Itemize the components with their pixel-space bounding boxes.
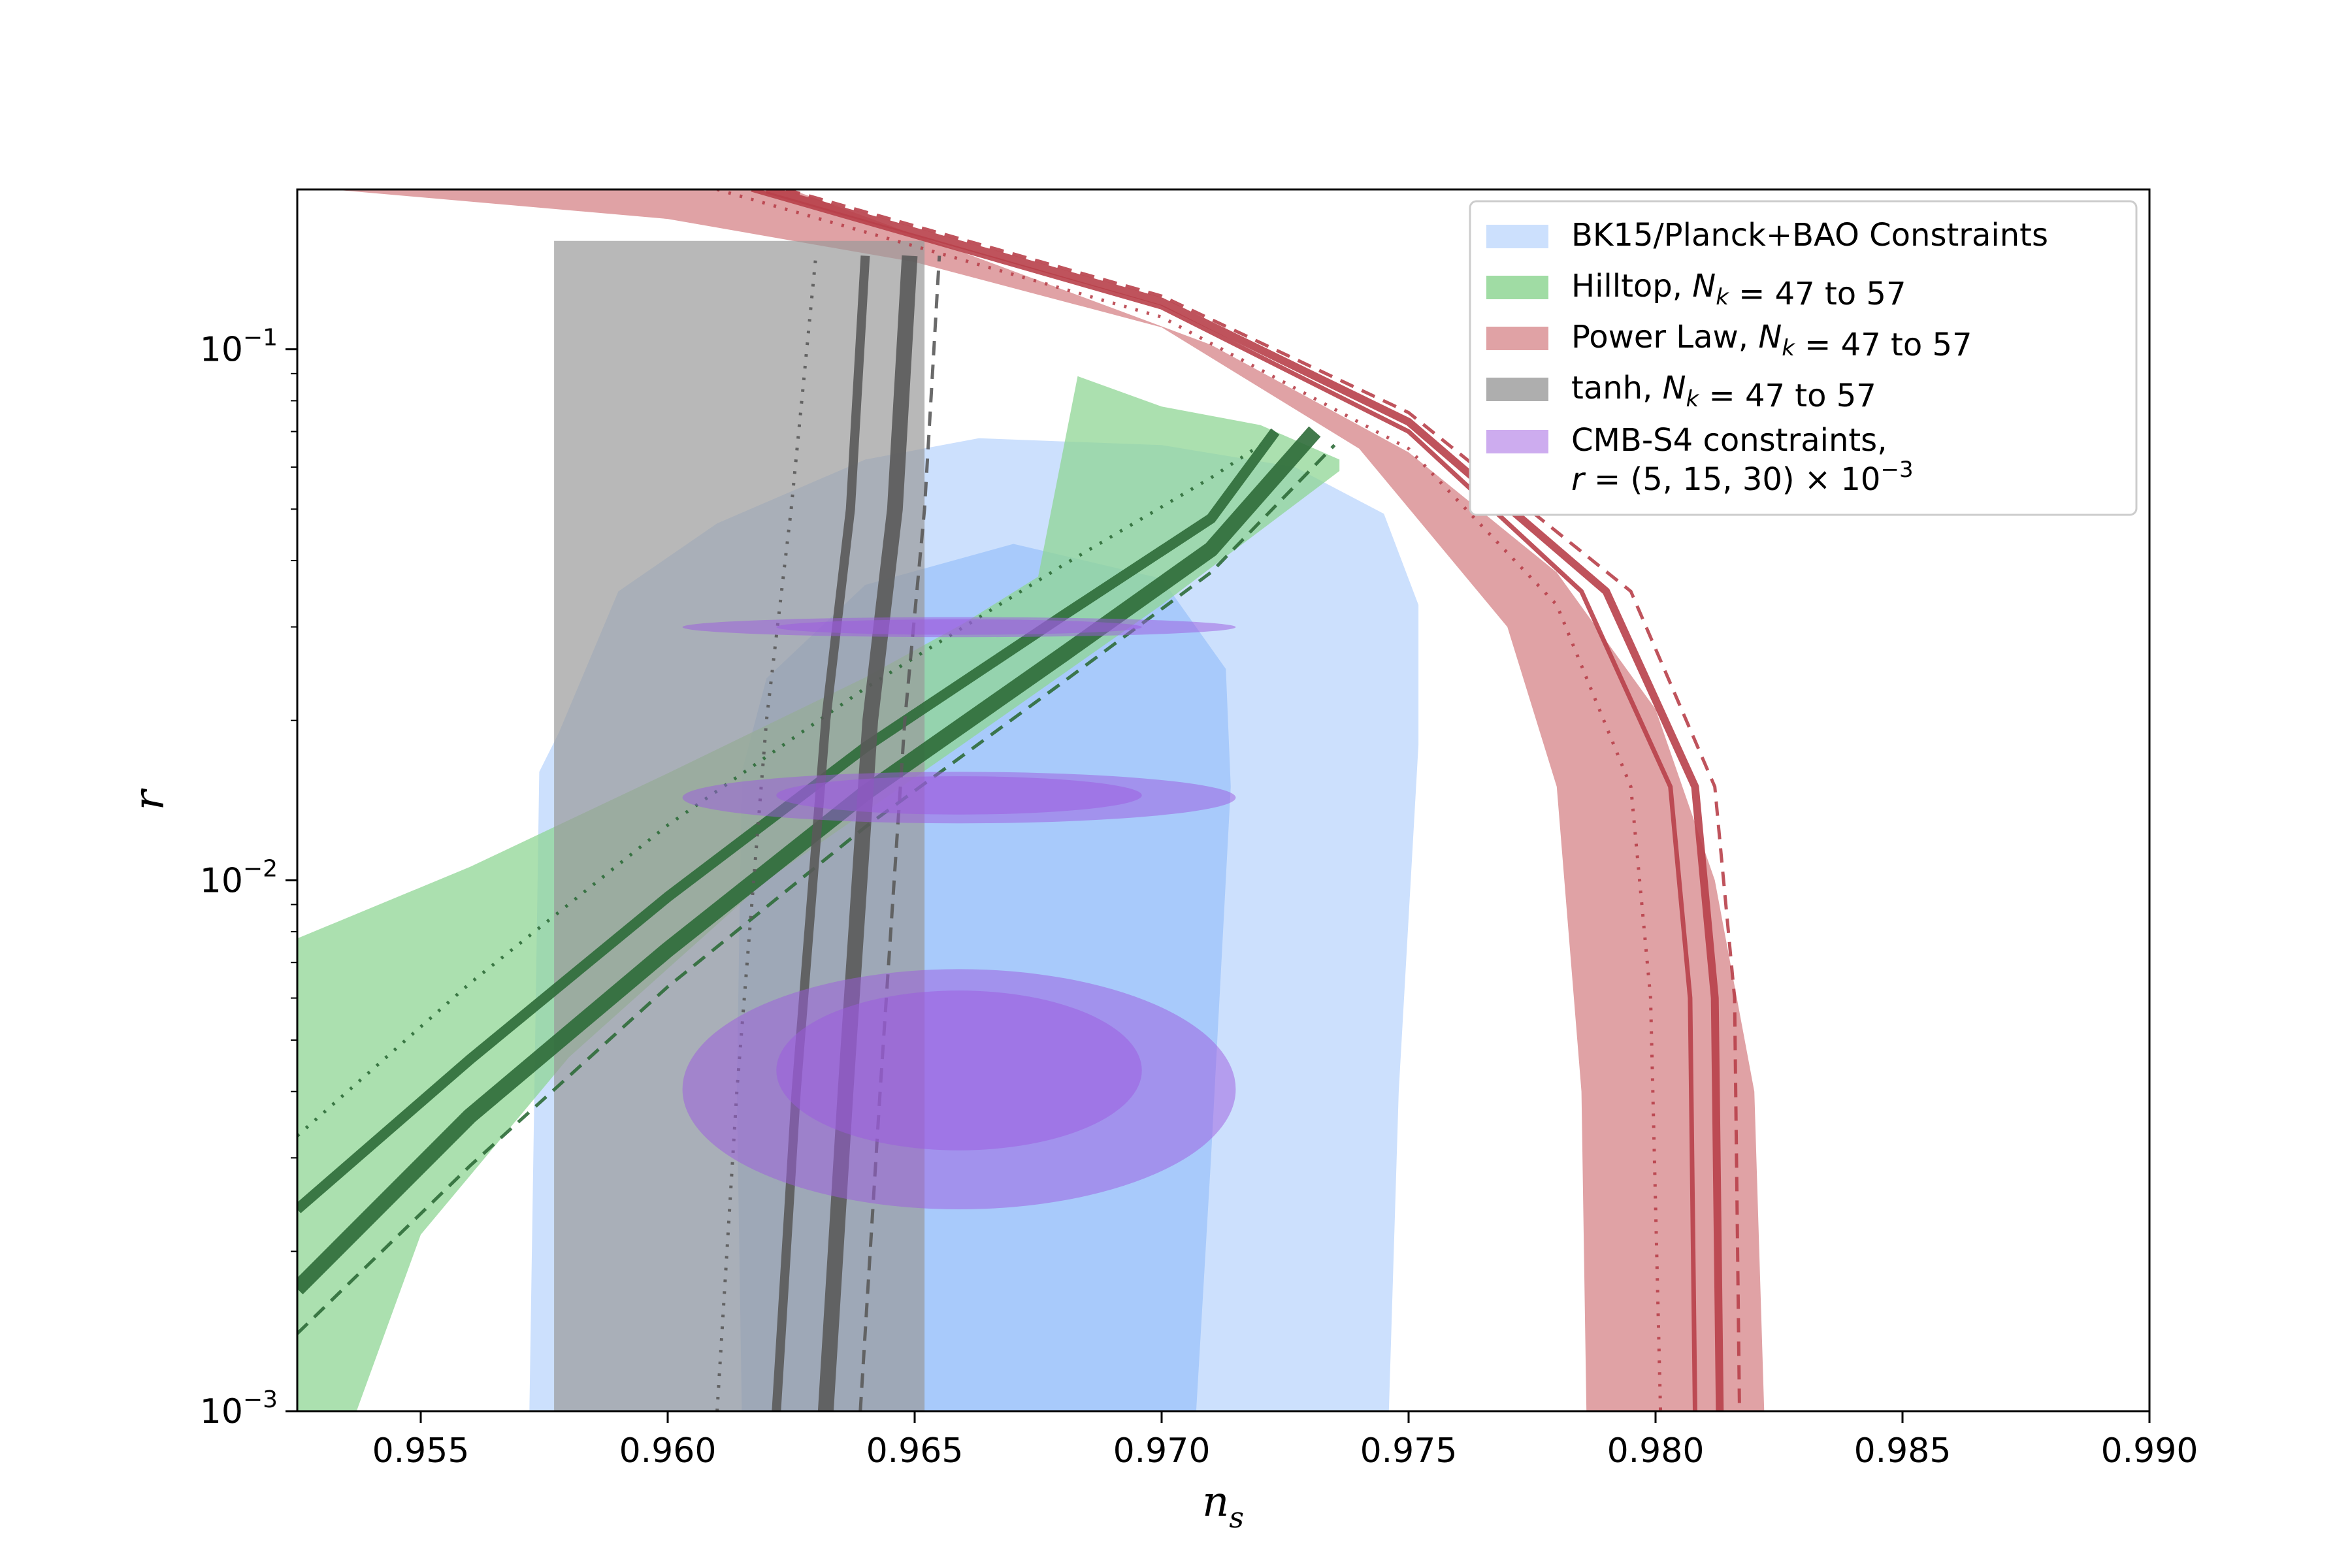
powerlaw-line-dashed-4	[785, 189, 1741, 1411]
legend-swatch-bk15	[1486, 225, 1548, 248]
powerlaw-line-solid-3	[765, 189, 1724, 1411]
tanh-line-solid-3	[817, 255, 918, 1411]
cmbs4-ellipse-1-inner	[776, 990, 1142, 1151]
legend-swatch-cmbs4	[1486, 430, 1548, 453]
x-tick-label-6: 0.985	[1854, 1431, 1952, 1471]
legend-label-bk15: BK15/Planck+BAO Constraints	[1571, 217, 2048, 253]
plot-frame	[296, 188, 2151, 1413]
cmbs4-ellipse-3-inner	[776, 619, 1142, 635]
powerlaw-band	[331, 189, 1765, 1411]
cmbs4-ellipse-2-inner	[776, 776, 1142, 815]
powerlaw-line-dotted-1	[716, 189, 1663, 1411]
legend-label-tanh: tanh, Nk = 47 to 57	[1571, 370, 1876, 414]
legend-label-powerlaw: Power Law, Nk = 47 to 57	[1571, 319, 1972, 363]
legend-label-hilltop: Hilltop, Nk = 47 to 57	[1571, 268, 1906, 312]
x-tick-label-7: 0.990	[2101, 1431, 2198, 1471]
legend-label-cmbs4: CMB-S4 constraints,	[1571, 422, 1887, 459]
x-axis-label: ns	[1202, 1478, 1244, 1535]
x-tick-label-3: 0.970	[1113, 1431, 1211, 1471]
legend-label-cmbs4-line2: r = (5, 15, 30) × 10−3	[1571, 457, 1914, 498]
y-axis-label: r	[125, 788, 174, 810]
y-tick-label-1: 10−2	[200, 855, 278, 900]
y-axis: 10−3 10−2 10−1	[200, 325, 297, 1431]
plot-area	[297, 189, 1765, 1411]
tanh-line-solid-2	[772, 255, 870, 1411]
x-tick-label-4: 0.975	[1360, 1431, 1458, 1471]
x-tick-label-2: 0.965	[866, 1431, 964, 1471]
legend-swatch-tanh	[1486, 378, 1548, 401]
legend-swatch-hilltop	[1486, 276, 1548, 299]
powerlaw-line-solid-2	[751, 189, 1697, 1411]
tanh-line-dotted-1	[715, 255, 818, 1411]
legend: BK15/Planck+BAO Constraints Hilltop, Nk =…	[1469, 200, 2138, 516]
x-axis: 0.955 0.960 0.965 0.970 0.975 0.980 0.985 0.990	[372, 1411, 2198, 1471]
legend-box	[1469, 200, 2138, 516]
y-tick-label-2: 10−1	[200, 325, 278, 370]
x-tick-label-5: 0.980	[1607, 1431, 1705, 1471]
x-tick-label-1: 0.960	[619, 1431, 717, 1471]
x-tick-label-0: 0.955	[372, 1431, 470, 1471]
legend-swatch-powerlaw	[1486, 327, 1548, 350]
y-tick-label-0: 10−3	[200, 1386, 278, 1431]
